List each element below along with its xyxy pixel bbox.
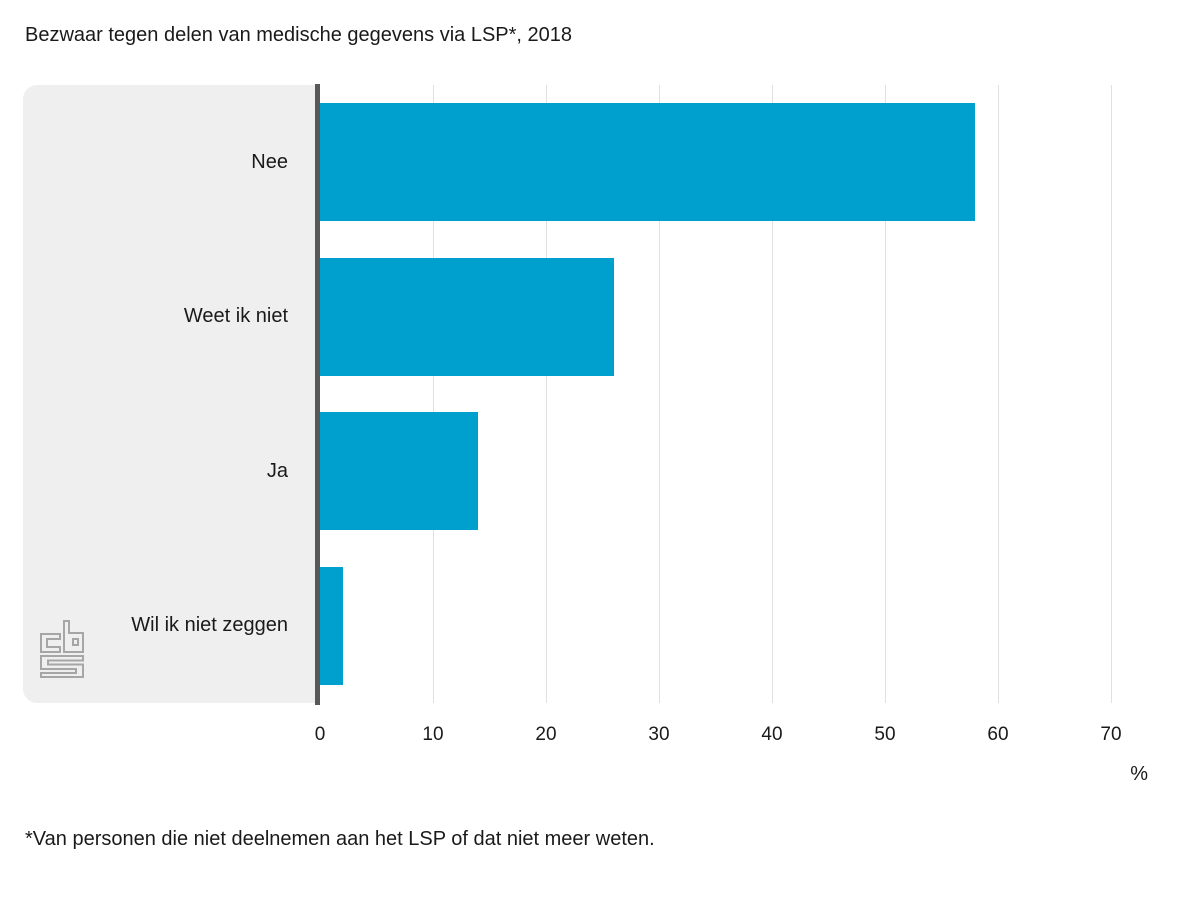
- gridline: [433, 85, 434, 703]
- x-tick-label: 10: [422, 724, 444, 745]
- gridline: [546, 85, 547, 703]
- category-label: Weet ik niet: [183, 305, 288, 328]
- gridline: [998, 85, 999, 703]
- category-label: Wil ik niet zeggen: [131, 614, 288, 637]
- x-tick-label: 0: [314, 724, 326, 745]
- category-label: Ja: [266, 459, 288, 482]
- x-tick-label: 30: [648, 724, 670, 745]
- chart-title: Bezwaar tegen delen van medische gegeven…: [25, 24, 573, 46]
- cbs-logo-icon: [40, 620, 84, 678]
- category-label: Nee: [251, 150, 288, 173]
- x-tick-label: 70: [1100, 724, 1122, 745]
- x-tick-label: 50: [874, 724, 896, 745]
- gridline: [885, 85, 886, 703]
- cbs-logo-b-hole: [72, 638, 79, 646]
- bar: [320, 566, 343, 685]
- bar: [320, 412, 479, 530]
- cbs-logo-b: [63, 620, 84, 653]
- footnote: *Van personen die niet deelnemen aan het…: [25, 828, 655, 850]
- x-tick-label: 40: [761, 724, 783, 745]
- bar: [320, 103, 976, 221]
- x-tick-label: 60: [987, 724, 1009, 745]
- cbs-logo-s: [40, 655, 84, 678]
- gridline: [772, 85, 773, 703]
- gridline: [1111, 85, 1112, 703]
- plot-area: [320, 85, 1180, 703]
- bar: [320, 257, 614, 376]
- y-axis-line: [315, 84, 320, 705]
- x-axis-unit-label: %: [1130, 763, 1148, 785]
- cbs-logo-c: [40, 633, 61, 653]
- x-tick-label: 20: [535, 724, 557, 745]
- category-panel: Nee Weet ik niet Ja Wil ik niet zeggen: [23, 85, 315, 703]
- gridline: [659, 85, 660, 703]
